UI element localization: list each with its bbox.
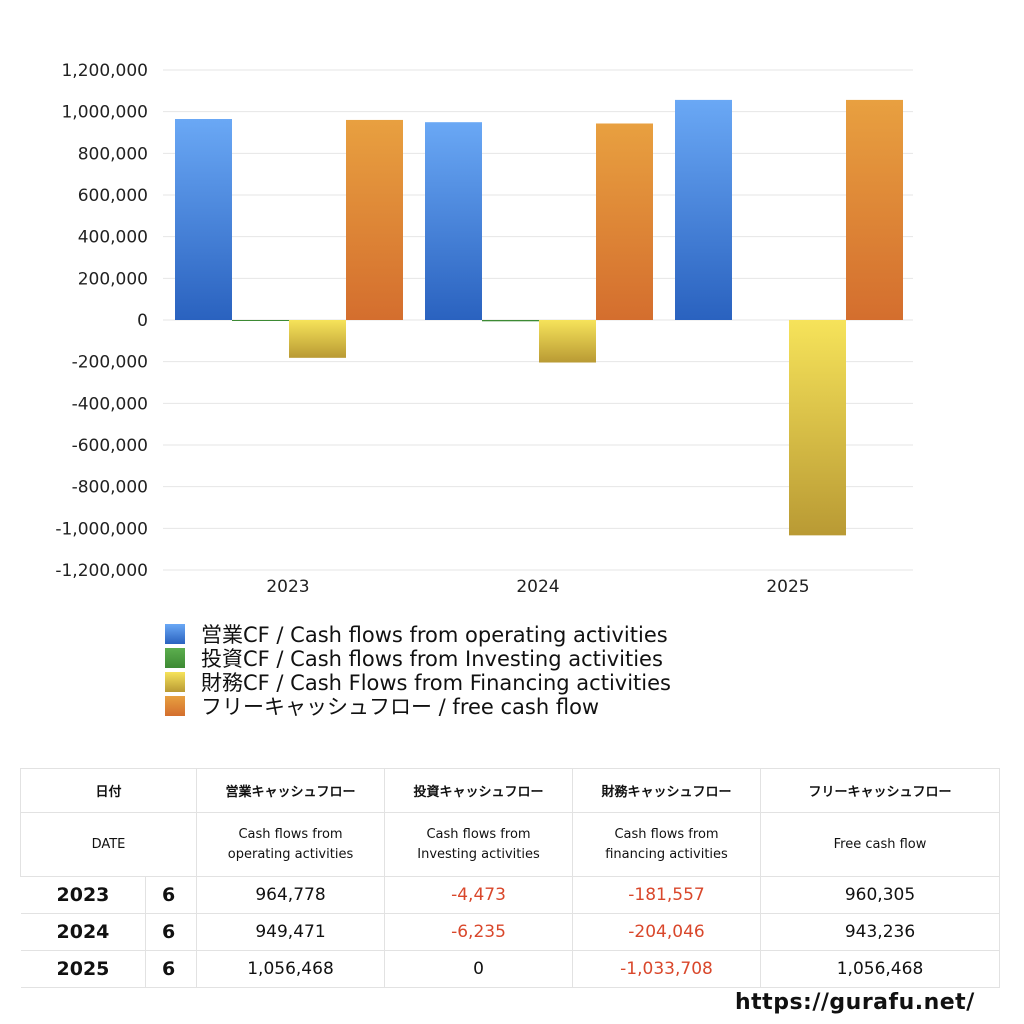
- investing-cell: -6,235: [384, 913, 573, 951]
- investing-cell: 0: [384, 950, 573, 988]
- col-header-financing-en: Cash flows from financing activities: [572, 812, 761, 877]
- x-tick-label: 2024: [516, 577, 559, 597]
- financing-cell: -204,046: [572, 913, 761, 951]
- table-row: 2025 6 1,056,468 0 -1,033,708 1,056,468: [20, 950, 1000, 988]
- year-cell: 2023: [20, 876, 146, 914]
- legend-label: フリーキャッシュフロー / free cash flow: [201, 695, 600, 719]
- col-header-operating-en: Cash flows from operating activities: [196, 812, 385, 877]
- bar-2023-s2: [289, 320, 346, 358]
- y-tick-label: -800,000: [72, 478, 148, 498]
- cash-flow-chart: 1,200,000 1,000,000 800,000 600,000 400,000 2…: [55, 61, 913, 597]
- free-cell: 1,056,468: [760, 950, 1000, 988]
- y-tick-label: 200,000: [78, 269, 148, 289]
- year-cell: 2025: [20, 950, 146, 988]
- cash-flow-table: 日付 営業キャッシュフロー 投資キャッシュフロー 財務キャッシュフロー フリーキ…: [20, 768, 1000, 988]
- operating-cell: 964,778: [196, 876, 385, 914]
- table-header-ja: 日付 営業キャッシュフロー 投資キャッシュフロー 財務キャッシュフロー フリーキ…: [20, 768, 1000, 813]
- col-header-free-en: Free cash flow: [760, 812, 1000, 877]
- y-tick-label: -600,000: [72, 436, 148, 456]
- financing-cell: -1,033,708: [572, 950, 761, 988]
- y-tick-label: 0: [137, 311, 148, 331]
- y-tick-label: -400,000: [72, 394, 148, 414]
- col-header-investing-en: Cash flows from Investing activities: [384, 812, 573, 877]
- x-tick-label: 2025: [766, 577, 809, 597]
- legend-item: 投資CF / Cash flows from Investing activit…: [165, 646, 671, 671]
- x-tick-label: 2023: [266, 577, 309, 597]
- col-header-financing: 財務キャッシュフロー: [572, 768, 761, 813]
- legend-swatch: [165, 648, 185, 668]
- col-header-investing: 投資キャッシュフロー: [384, 768, 573, 813]
- y-tick-label: 1,000,000: [61, 103, 148, 123]
- legend-swatch: [165, 696, 185, 716]
- month-cell: 6: [145, 876, 197, 914]
- legend-item: 財務CF / Cash Flows from Financing activit…: [165, 670, 671, 695]
- bar-2025-s0: [675, 99, 732, 320]
- legend-label: 営業CF / Cash flows from operating activit…: [201, 623, 668, 647]
- bar-2024-s3: [596, 123, 653, 321]
- month-cell: 6: [145, 950, 197, 988]
- col-header-operating: 営業キャッシュフロー: [196, 768, 385, 813]
- bar-2023-s3: [346, 119, 403, 320]
- site-url[interactable]: https://gurafu.net/: [735, 990, 975, 1015]
- y-tick-label: -200,000: [72, 353, 148, 373]
- bar-2024-s1: [482, 320, 539, 322]
- bar-2023-s0: [175, 119, 232, 321]
- y-tick-label: 1,200,000: [61, 61, 148, 81]
- col-header-free: フリーキャッシュフロー: [760, 768, 1000, 813]
- bar-2025-s2: [789, 320, 846, 536]
- table-row: 2024 6 949,471 -6,235 -204,046 943,236: [20, 913, 1000, 951]
- col-header-date-en: DATE: [20, 812, 197, 877]
- bar-2024-s0: [425, 122, 482, 320]
- legend-label: 投資CF / Cash flows from Investing activit…: [201, 647, 663, 671]
- operating-cell: 1,056,468: [196, 950, 385, 988]
- chart-legend: 営業CF / Cash flows from operating activit…: [165, 622, 671, 719]
- legend-label: 財務CF / Cash Flows from Financing activit…: [201, 671, 671, 695]
- financing-cell: -181,557: [572, 876, 761, 914]
- investing-cell: -4,473: [384, 876, 573, 914]
- legend-item: 営業CF / Cash flows from operating activit…: [165, 622, 671, 647]
- y-tick-label: 600,000: [78, 186, 148, 206]
- free-cell: 943,236: [760, 913, 1000, 951]
- y-tick-label: -1,000,000: [55, 519, 148, 539]
- table-row: 2023 6 964,778 -4,473 -181,557 960,305: [20, 876, 1000, 914]
- legend-swatch: [165, 672, 185, 692]
- month-cell: 6: [145, 913, 197, 951]
- table-header-en: DATE Cash flows from operating activitie…: [20, 812, 1000, 877]
- col-header-date: 日付: [20, 768, 197, 813]
- y-tick-label: -1,200,000: [55, 561, 148, 581]
- bar-2023-s1: [232, 320, 289, 321]
- legend-swatch: [165, 624, 185, 644]
- legend-item: フリーキャッシュフロー / free cash flow: [165, 694, 671, 719]
- y-tick-label: 400,000: [78, 228, 148, 248]
- bar-2025-s3: [846, 99, 903, 320]
- year-cell: 2024: [20, 913, 146, 951]
- operating-cell: 949,471: [196, 913, 385, 951]
- y-tick-label: 800,000: [78, 144, 148, 164]
- bar-2024-s2: [539, 320, 596, 363]
- free-cell: 960,305: [760, 876, 1000, 914]
